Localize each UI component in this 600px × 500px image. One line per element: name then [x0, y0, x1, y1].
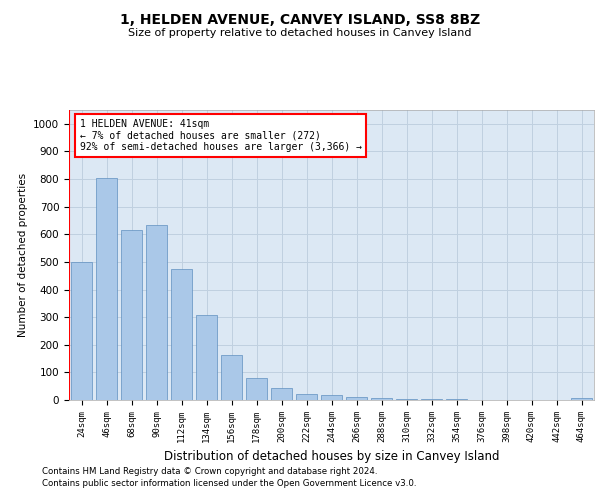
Bar: [571, 398, 592, 400]
Y-axis label: Number of detached properties: Number of detached properties: [17, 173, 28, 337]
Bar: [171, 269, 192, 400]
Bar: [146, 226, 167, 400]
X-axis label: Distribution of detached houses by size in Canvey Island: Distribution of detached houses by size …: [164, 450, 499, 464]
Bar: [446, 398, 467, 400]
Bar: [296, 394, 317, 400]
Text: 1, HELDEN AVENUE, CANVEY ISLAND, SS8 8BZ: 1, HELDEN AVENUE, CANVEY ISLAND, SS8 8BZ: [120, 12, 480, 26]
Bar: [271, 388, 292, 400]
Bar: [396, 398, 417, 400]
Bar: [96, 178, 117, 400]
Bar: [246, 378, 267, 400]
Bar: [221, 356, 242, 400]
Bar: [121, 230, 142, 400]
Bar: [371, 398, 392, 400]
Bar: [346, 397, 367, 400]
Text: Contains public sector information licensed under the Open Government Licence v3: Contains public sector information licen…: [42, 478, 416, 488]
Bar: [71, 262, 92, 400]
Bar: [196, 315, 217, 400]
Text: Size of property relative to detached houses in Canvey Island: Size of property relative to detached ho…: [128, 28, 472, 38]
Text: Contains HM Land Registry data © Crown copyright and database right 2024.: Contains HM Land Registry data © Crown c…: [42, 467, 377, 476]
Text: 1 HELDEN AVENUE: 41sqm
← 7% of detached houses are smaller (272)
92% of semi-det: 1 HELDEN AVENUE: 41sqm ← 7% of detached …: [79, 118, 361, 152]
Bar: [321, 395, 342, 400]
